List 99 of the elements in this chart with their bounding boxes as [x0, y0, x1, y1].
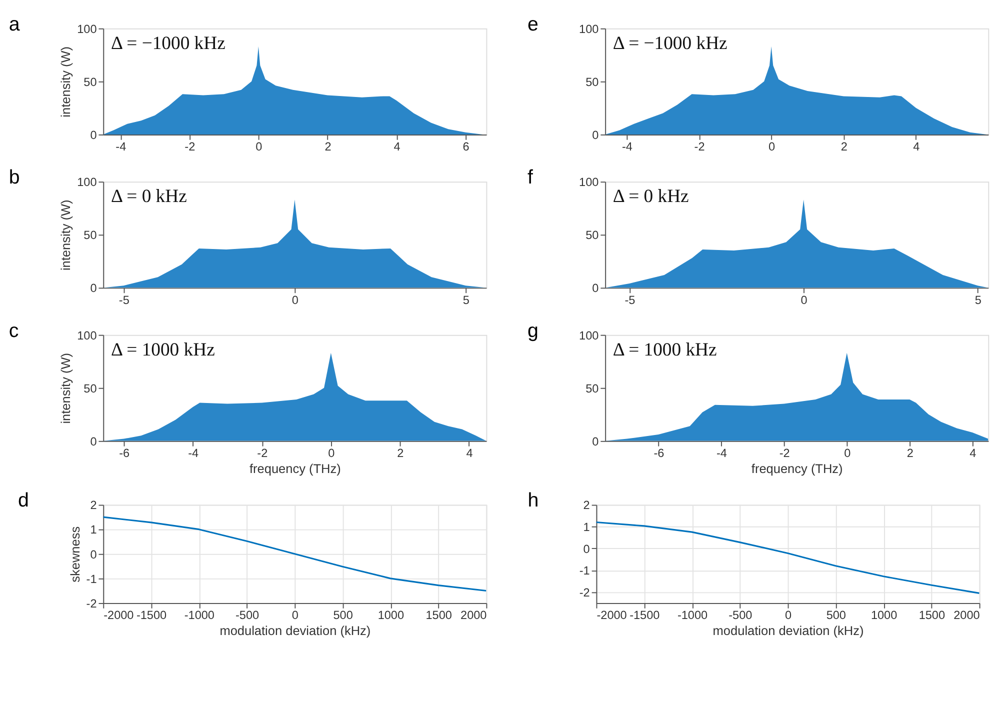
x-tick-label: -5	[118, 294, 130, 307]
x-tick-label: -1500	[630, 609, 660, 622]
y-tick-label: 0	[90, 282, 98, 296]
x-tick-label: -2000	[104, 609, 134, 622]
x-tick-label: 0	[800, 294, 808, 307]
x-tick-label: -4	[716, 447, 728, 460]
y-axis-title: intensity (W)	[58, 46, 74, 118]
y-tick-label: 0	[90, 435, 98, 448]
x-axis-title: frequency (THz)	[751, 460, 843, 476]
y-tick-label: 2	[90, 499, 97, 512]
y-tick-label: 0	[592, 128, 600, 142]
x-tick-label: 2	[397, 447, 404, 460]
x-tick-label: 2000	[460, 609, 488, 622]
x-tick-label: -2	[184, 140, 196, 154]
y-tick-label: 100	[77, 329, 98, 342]
x-tick-label: -5	[624, 294, 636, 307]
x-tick-label: 4	[466, 447, 474, 460]
annotation: Δ = 0 kHz	[110, 186, 187, 208]
x-tick-label: 0	[292, 609, 299, 622]
x-tick-label: -2000	[596, 609, 628, 622]
x-tick-label: 2	[324, 140, 332, 154]
chart-title: c	[8, 320, 19, 342]
line-series	[103, 516, 486, 592]
x-tick-label: 1000	[870, 609, 898, 622]
y-tick-label: 100	[579, 329, 600, 342]
annotation: Δ = −1000 kHz	[110, 33, 226, 54]
x-tick-label: -6	[119, 447, 130, 460]
x-tick-label: 6	[462, 140, 470, 154]
x-axis-title: modulation deviation (kHz)	[712, 622, 864, 638]
y-tick-label: 100	[579, 22, 600, 36]
y-tick-label: -2	[86, 597, 97, 610]
y-tick-label: 50	[586, 76, 600, 89]
x-tick-label: -1000	[184, 609, 215, 622]
x-tick-label: 1500	[426, 609, 452, 622]
y-axis-title: intensity (W)	[58, 352, 74, 424]
x-tick-label: 1000	[378, 609, 404, 622]
y-tick-label: 50	[84, 229, 98, 242]
x-axis-title: frequency (THz)	[249, 460, 341, 476]
x-tick-label: 1500	[918, 609, 946, 622]
y-tick-label: -1	[579, 564, 590, 578]
y-tick-label: -1	[86, 572, 97, 586]
y-tick-label: 0	[90, 548, 98, 562]
y-axis-title: skewness	[67, 526, 82, 582]
chart-title: h	[528, 490, 539, 512]
x-tick-label: 4	[394, 140, 401, 154]
y-tick-label: -2	[579, 586, 590, 600]
y-axis-title: intensity (W)	[58, 200, 74, 271]
y-tick-label: 50	[84, 382, 98, 396]
x-tick-label: 2000	[954, 609, 980, 622]
y-tick-label: 1	[90, 524, 97, 537]
annotation: Δ = −1000 kHz	[612, 33, 728, 54]
x-axis-title: modulation deviation (kHz)	[220, 622, 371, 638]
x-tick-label: -4	[188, 447, 200, 460]
chart-title: b	[8, 166, 20, 189]
y-tick-label: 0	[583, 542, 590, 556]
y-tick-label: 100	[579, 176, 600, 190]
x-tick-label: -6	[654, 447, 665, 460]
y-tick-label: 2	[583, 499, 590, 512]
x-tick-label: 0	[328, 447, 336, 460]
x-tick-label: -500	[236, 609, 260, 622]
x-tick-label: 0	[844, 447, 852, 460]
x-tick-label: 4	[913, 140, 920, 154]
x-tick-label: 0	[784, 609, 792, 622]
x-tick-label: 4	[970, 447, 977, 460]
x-tick-label: -2	[694, 140, 705, 154]
y-tick-label: 100	[77, 176, 98, 190]
chart-title: f	[527, 166, 534, 189]
x-tick-label: 0	[256, 140, 263, 154]
x-tick-label: 2	[840, 140, 848, 154]
x-tick-label: -1500	[136, 609, 168, 622]
y-tick-label: 50	[586, 229, 600, 242]
chart-title: g	[527, 320, 538, 342]
line-series	[596, 521, 980, 594]
x-tick-label: 0	[768, 140, 776, 154]
x-tick-label: 5	[462, 294, 470, 307]
x-tick-label: 5	[974, 294, 982, 307]
x-tick-label: 500	[333, 609, 354, 622]
annotation: Δ = 1000 kHz	[110, 339, 215, 360]
x-tick-label: -4	[116, 140, 127, 154]
x-tick-label: -2	[257, 447, 268, 460]
y-tick-label: 0	[90, 128, 98, 142]
x-tick-label: -2	[779, 447, 790, 460]
y-tick-label: 50	[586, 382, 600, 396]
chart-title: d	[18, 490, 29, 512]
y-tick-label: 100	[77, 22, 98, 36]
x-tick-label: 0	[292, 294, 299, 307]
y-tick-label: 0	[592, 282, 600, 296]
x-tick-label: -500	[728, 609, 753, 622]
x-tick-label: 2	[906, 447, 914, 460]
x-tick-label: -1000	[677, 609, 708, 622]
chart-title: a	[8, 13, 20, 36]
y-tick-label: 1	[583, 521, 590, 534]
annotation: Δ = 1000 kHz	[612, 339, 717, 360]
annotation: Δ = 0 kHz	[612, 186, 689, 208]
chart-title: e	[527, 13, 538, 36]
y-tick-label: 0	[592, 435, 600, 448]
x-tick-label: -4	[622, 140, 633, 154]
x-tick-label: 500	[826, 609, 846, 622]
y-tick-label: 50	[84, 76, 98, 89]
